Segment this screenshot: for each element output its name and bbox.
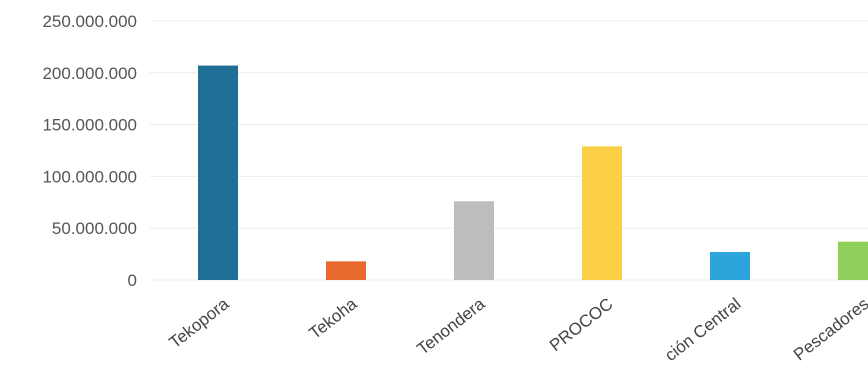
bars [198, 65, 868, 280]
y-tick-label: 200.000.000 [42, 64, 137, 83]
y-tick-label: 150.000.000 [42, 116, 137, 135]
y-tick-label: 50.000.000 [52, 219, 137, 238]
gridlines [150, 20, 868, 281]
bar-prococ [582, 146, 622, 280]
y-tick-label: 250.000.000 [42, 12, 137, 31]
bar-ción-central [710, 252, 750, 280]
bar-tekopora [198, 65, 238, 280]
bar-tenondera [454, 201, 494, 280]
x-category-label: Tekoha [306, 294, 361, 343]
bar-pescadores [838, 241, 868, 280]
y-axis-tick-labels: 0 50.000.000 100.000.000 150.000.000 200.000… [42, 12, 137, 290]
y-tick-label: 100.000.000 [42, 167, 137, 186]
x-axis-category-labels: Tekopora Tekoha Tenondera PROCOC ción Centra… [166, 294, 868, 365]
x-category-label: Tenondera [413, 294, 488, 359]
x-category-label: PROCOC [546, 294, 617, 355]
x-category-label: Tekopora [166, 294, 233, 352]
x-category-label: ción Central [661, 294, 744, 365]
y-tick-label: 0 [128, 271, 137, 290]
x-category-label: Pescadores [790, 294, 868, 364]
bar-tekoha [326, 261, 366, 280]
